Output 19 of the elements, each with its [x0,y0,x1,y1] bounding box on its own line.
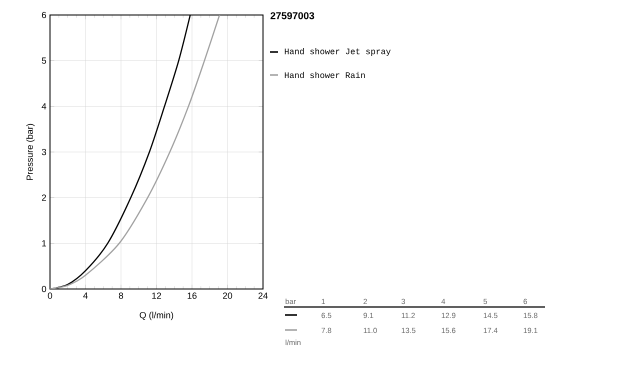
y-tick-label: 0 [42,286,46,292]
y-tick-label: 4 [42,103,46,110]
x-tick-label: 8 [118,292,124,299]
y-tick-label: 2 [42,194,46,201]
x-axis-title: Q (l/min) [140,312,174,320]
x-tick-label: 12 [152,292,162,299]
x-tick-label: 16 [188,292,197,299]
x-tick-label: 4 [83,292,88,299]
y-tick-label: 6 [42,12,46,18]
y-axis-title: Pressure (bar) [26,124,35,180]
y-tick-label: 1 [42,240,46,246]
y-tick-label: 5 [42,58,46,64]
x-tick-label: 24 [258,292,268,299]
legend-label: Hand shower Rain [284,72,365,78]
x-tick-label: 0 [48,292,52,299]
text: 27597003 [270,12,314,20]
x-tick-label: 20 [222,292,232,299]
legend-label: Hand shower Jet spray [284,48,391,56]
y-tick-label: 3 [42,148,46,156]
